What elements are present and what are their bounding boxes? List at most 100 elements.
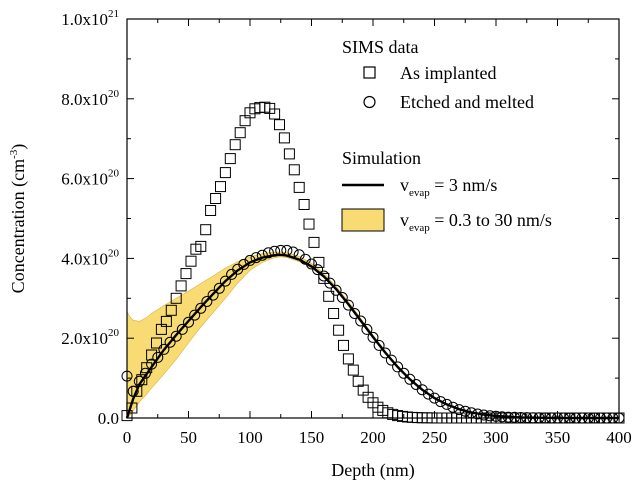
- x-tick-label: 100: [237, 428, 263, 447]
- etched-melted-point: [435, 396, 447, 408]
- simulation-line: [125, 253, 619, 420]
- etched-melted-point: [176, 323, 188, 335]
- etched-melted-point: [213, 282, 225, 294]
- etched-melted-point: [219, 275, 231, 287]
- as-implanted-point: [151, 337, 162, 349]
- etched-melted-point: [318, 270, 330, 282]
- x-tick-label: 300: [483, 428, 509, 447]
- etched-melted-point: [355, 315, 367, 327]
- etched-melted-point: [312, 264, 324, 276]
- x-tick-label: 350: [545, 428, 571, 447]
- as-implanted-point: [175, 280, 187, 292]
- as-implanted-point: [347, 364, 359, 376]
- legend-circle-marker: [363, 95, 376, 109]
- etched-melted-point: [324, 277, 336, 289]
- as-implanted-point: [333, 324, 345, 336]
- legend-band-swatch: [341, 208, 385, 232]
- as-implanted-point: [313, 256, 325, 268]
- etched-melted-point: [195, 302, 207, 314]
- as-implanted-point: [215, 181, 226, 193]
- as-implanted-point: [165, 304, 177, 316]
- x-axis-label: Depth (nm): [331, 460, 414, 481]
- etched-melted-point: [336, 292, 348, 303]
- x-tick-label: 200: [360, 428, 386, 447]
- x-tick-label: 400: [606, 428, 632, 447]
- etched-melted-point: [373, 339, 385, 351]
- as-implanted-point: [229, 139, 241, 151]
- as-implanted-point: [219, 167, 231, 179]
- y-tick-label: 2.0x1020: [61, 327, 119, 348]
- etched-melted-point: [429, 392, 440, 404]
- etched-melted-point: [392, 361, 404, 373]
- as-implanted-point: [146, 349, 158, 361]
- x-tick-label: 250: [422, 428, 448, 447]
- as-implanted-point: [160, 315, 172, 327]
- etched-melted-point: [398, 367, 410, 379]
- x-tick-label: 150: [299, 428, 325, 447]
- as-implanted-point: [283, 148, 295, 160]
- as-implanted-point: [205, 205, 217, 216]
- etched-melted-point: [422, 388, 434, 400]
- as-implanted-point: [136, 374, 148, 386]
- as-implanted-point: [200, 224, 212, 236]
- as-implanted-point: [269, 108, 281, 120]
- as-implanted-point: [342, 353, 354, 365]
- as-implanted-point: [210, 193, 222, 204]
- y-tick-label: 8.0x1020: [61, 88, 119, 109]
- legend-sims-title: SIMS data: [342, 37, 419, 57]
- etched-melted-point: [262, 247, 274, 259]
- etched-melted-point: [189, 309, 201, 321]
- as-implanted-point: [131, 385, 143, 397]
- etched-melted-point: [183, 316, 194, 328]
- etched-melted-point: [349, 308, 361, 319]
- as-implanted-point: [224, 153, 236, 165]
- etched-melted-point: [441, 398, 453, 410]
- y-tick-label: 0.0: [98, 409, 119, 428]
- as-implanted-point: [170, 292, 182, 304]
- legend: SIMS data As implanted Etched and melted…: [341, 37, 552, 234]
- legend-sim-band: vevap = 0.3 to 30 nm/s: [400, 210, 552, 234]
- etched-melted-point: [170, 330, 182, 342]
- etched-melted-point: [139, 367, 151, 379]
- etched-melted-point: [379, 347, 391, 359]
- y-tick-label: 1.0x1021: [61, 8, 119, 29]
- etched-melted-point: [146, 358, 158, 370]
- y-axis: 0.0 2.0x1020 4.0x1020 6.0x1020 8.0x1020 1.0x1…: [61, 8, 619, 428]
- as-implanted-point: [195, 240, 207, 252]
- as-implanted-point: [338, 339, 349, 351]
- as-implanted-point: [328, 308, 340, 319]
- y-axis-label: Concentration (cm-3): [8, 144, 29, 294]
- y-tick-label: 6.0x1020: [61, 168, 119, 189]
- legend-simulation-title: Simulation: [342, 148, 421, 168]
- legend-square-marker: [363, 66, 376, 79]
- etched-melted-point: [447, 401, 459, 413]
- etched-melted-point: [367, 331, 379, 343]
- as-implanted-point: [185, 255, 197, 267]
- as-implanted-point: [293, 181, 305, 193]
- x-axis: 0 50 100 150 200 250 300 350 400: [123, 19, 632, 447]
- etched-melted-point: [207, 289, 219, 301]
- etched-melted-point: [201, 296, 213, 307]
- as-implanted-point: [278, 132, 290, 144]
- legend-etched: Etched and melted: [400, 92, 534, 112]
- as-implanted-point: [323, 290, 335, 302]
- as-implanted-point: [234, 127, 246, 139]
- etched-melted-point: [342, 299, 354, 311]
- etched-melted-point: [256, 249, 268, 261]
- legend-sim-line: vevap = 3 nm/s: [400, 175, 497, 199]
- as-implanted-point: [303, 218, 315, 230]
- y-tick-label: 4.0x1020: [61, 247, 119, 268]
- etched-melted-point: [361, 323, 373, 335]
- as-implanted-point: [308, 236, 320, 248]
- as-implanted-point: [180, 268, 192, 280]
- as-implanted-point: [298, 199, 310, 210]
- x-tick-label: 50: [180, 428, 197, 447]
- etched-melted-point: [152, 351, 164, 363]
- etched-melted-point: [330, 284, 342, 296]
- as-implanted-point: [288, 164, 300, 176]
- as-implanted-point: [274, 119, 285, 131]
- etched-melted-point: [158, 343, 170, 355]
- x-tick-label: 0: [123, 428, 132, 447]
- etched-melted-point: [385, 354, 397, 366]
